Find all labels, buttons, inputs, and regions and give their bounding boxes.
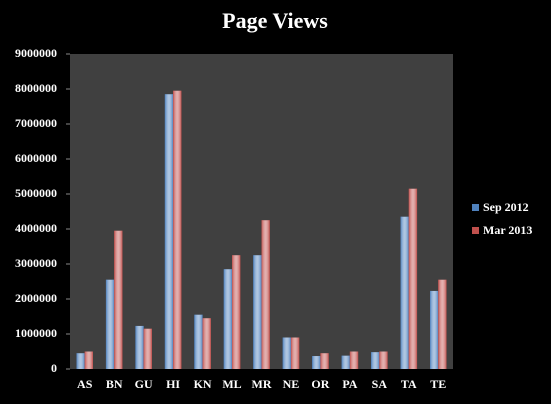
x-tick-label: SA [372,377,388,391]
y-tick-label: 6000000 [15,151,57,165]
legend-label: Sep 2012 [483,200,529,214]
y-tick-label: 0 [51,361,57,375]
bar-shine [371,352,380,369]
bar-shine [312,356,321,369]
x-tick-label: KN [194,377,212,391]
x-tick-label: ML [222,377,241,391]
y-tick-label: 4000000 [15,221,57,235]
bar-shine [349,351,359,369]
bar-shine [194,314,203,369]
bar-shine [84,351,93,369]
x-tick-label: PA [342,377,357,391]
legend-label: Mar 2013 [483,223,532,237]
x-tick-label: GU [135,377,153,391]
bar-shine [400,216,409,369]
y-tick-label: 5000000 [15,186,57,200]
bar-shine [253,255,262,369]
x-tick-label: OR [311,377,329,391]
bar-shine [114,230,123,369]
bar-shine [105,279,115,369]
y-tick-label: 7000000 [15,116,57,130]
x-tick-label: BN [106,377,123,391]
bar-shine [143,328,152,369]
x-tick-label: HI [166,377,180,391]
bar-shine [173,90,182,369]
legend-swatch [472,227,479,234]
bar-shine [430,290,439,369]
bar-shine [282,337,291,369]
x-tick-label: MR [252,377,272,391]
bar-shine [408,188,418,369]
bar-shine [223,269,233,369]
x-tick-label: TA [401,377,417,391]
y-tick-label: 3000000 [15,256,57,270]
y-tick-label: 1000000 [15,326,57,340]
bar-shine [379,351,388,369]
bar-shine [164,94,174,369]
x-tick-label: NE [283,377,300,391]
x-tick-label: AS [77,377,93,391]
x-tick-label: TE [430,377,446,391]
legend-swatch [472,204,479,211]
chart-title: Page Views [222,8,328,33]
bar-shine [320,353,329,369]
bar-shine [290,337,300,369]
bar-shine [202,318,211,369]
bar-shine [341,355,350,369]
bar-shine [135,325,144,369]
bar-shine [76,353,85,369]
bar-shine [438,279,447,369]
y-tick-label: 2000000 [15,291,57,305]
bar-shine [261,220,270,369]
y-tick-label: 9000000 [15,46,57,60]
y-tick-label: 8000000 [15,81,57,95]
bar-shine [232,255,241,369]
